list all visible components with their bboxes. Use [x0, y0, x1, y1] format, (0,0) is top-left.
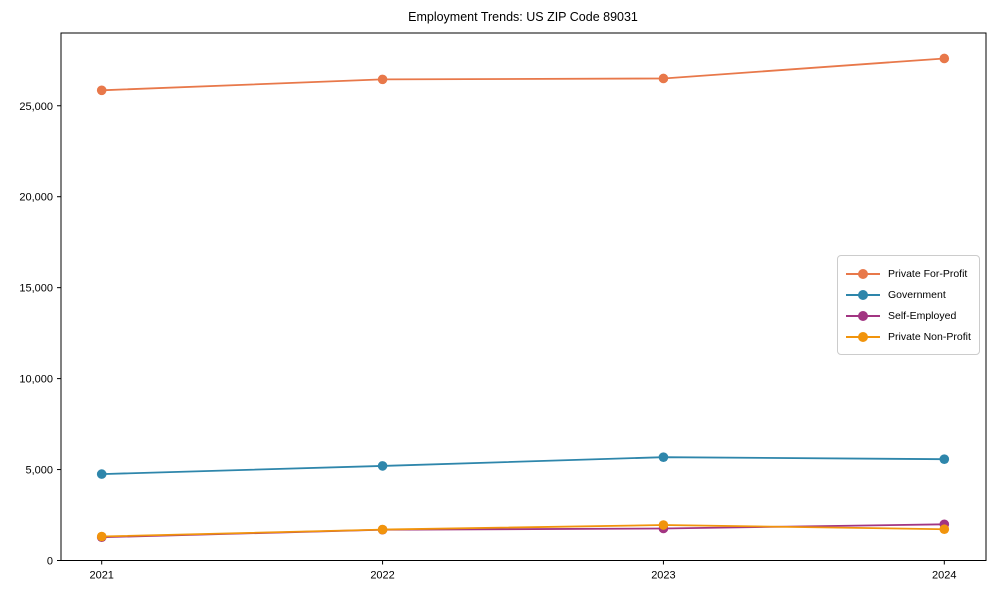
legend-item-government: Government — [846, 284, 971, 305]
legend-label: Private For-Profit — [888, 267, 968, 280]
data-point-marker — [96, 85, 107, 96]
x-tick-label: 2023 — [651, 570, 675, 582]
chart-title: Employment Trends: US ZIP Code 89031 — [408, 10, 638, 24]
y-axis: 0 5,000 10,000 15,000 20,000 25,000 — [19, 101, 61, 568]
series-line — [101, 523, 945, 539]
y-tick-label: 10,000 — [19, 374, 53, 386]
legend-label: Government — [888, 288, 946, 301]
series-self-employed — [96, 519, 950, 543]
legend-label: Private Non-Profit — [888, 330, 971, 343]
x-tick-label: 2022 — [370, 570, 394, 582]
data-point-marker — [658, 73, 669, 84]
plot-frame — [60, 32, 987, 561]
data-point-marker — [939, 454, 950, 464]
series-private-non-profit — [96, 520, 950, 542]
x-tick-label: 2021 — [89, 570, 113, 582]
legend-marker-icon — [846, 268, 880, 279]
legend-marker-icon — [846, 331, 880, 342]
legend-marker-icon — [846, 310, 880, 321]
legend-marker-icon — [846, 289, 880, 300]
data-point-marker — [939, 53, 950, 64]
y-tick-label: 25,000 — [19, 101, 53, 113]
y-tick-label: 15,000 — [19, 283, 53, 295]
data-point-marker — [658, 452, 669, 462]
y-tick-label: 0 — [47, 556, 53, 568]
legend-item-private-non-profit: Private Non-Profit — [846, 326, 971, 347]
legend-item-self-employed: Self-Employed — [846, 305, 971, 326]
data-point-marker — [377, 461, 388, 471]
legend-label: Self-Employed — [888, 309, 957, 322]
legend: Private For-Profit Government Self-Emplo… — [837, 255, 980, 355]
x-axis: 2021 2022 2023 2024 — [89, 560, 957, 582]
series-line — [101, 456, 945, 475]
series-government — [96, 452, 950, 479]
data-point-marker — [377, 74, 388, 85]
series-private-for-profit — [96, 53, 950, 96]
data-point-marker — [939, 524, 950, 535]
y-tick-label: 5,000 — [25, 465, 53, 477]
y-tick-label: 20,000 — [19, 192, 53, 204]
data-point-marker — [658, 520, 669, 530]
series-line — [101, 57, 945, 92]
legend-item-private-for-profit: Private For-Profit — [846, 263, 971, 284]
x-tick-label: 2024 — [932, 570, 956, 582]
data-point-marker — [96, 469, 107, 479]
series-line — [101, 524, 945, 538]
data-point-marker — [377, 524, 388, 535]
data-point-marker — [96, 531, 107, 542]
